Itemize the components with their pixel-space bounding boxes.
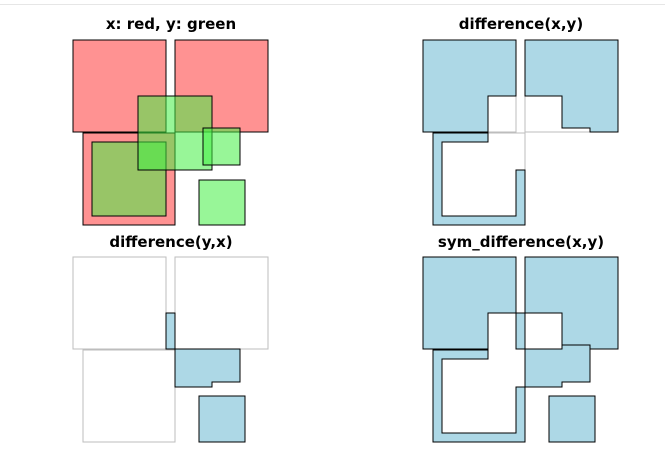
y-square [202, 127, 241, 166]
sym-difference-result [422, 256, 619, 443]
result-polygon [174, 348, 241, 388]
result-polygon [432, 132, 526, 226]
y-geometry [91, 95, 246, 226]
panel-title: x: red, y: green [106, 15, 236, 33]
y-square [198, 179, 246, 226]
result-polygon [524, 344, 591, 388]
result-polygon [524, 256, 619, 350]
difference-result [422, 39, 619, 226]
result-polygon [422, 256, 517, 350]
result-polygon [198, 395, 246, 443]
panel-sym-difference: sym_difference(x,y) [422, 233, 619, 443]
result-polygon [524, 39, 619, 133]
result-polygon [422, 39, 517, 133]
y-square [137, 95, 213, 171]
result-polygon [515, 312, 526, 350]
result-polygon [432, 349, 526, 443]
panel-difference-x-y: difference(x,y) [422, 15, 619, 226]
panel-difference-y-x: difference(y,x) [72, 233, 269, 443]
result-polygon [548, 395, 596, 443]
panel-title: difference(x,y) [459, 15, 583, 33]
difference-result [165, 312, 246, 443]
panel-title: difference(y,x) [109, 233, 232, 251]
result-polygon [165, 312, 176, 350]
top-divider [0, 0, 665, 5]
panel-title: sym_difference(x,y) [438, 233, 604, 251]
panel-x-y: x: red, y: green [72, 15, 269, 226]
